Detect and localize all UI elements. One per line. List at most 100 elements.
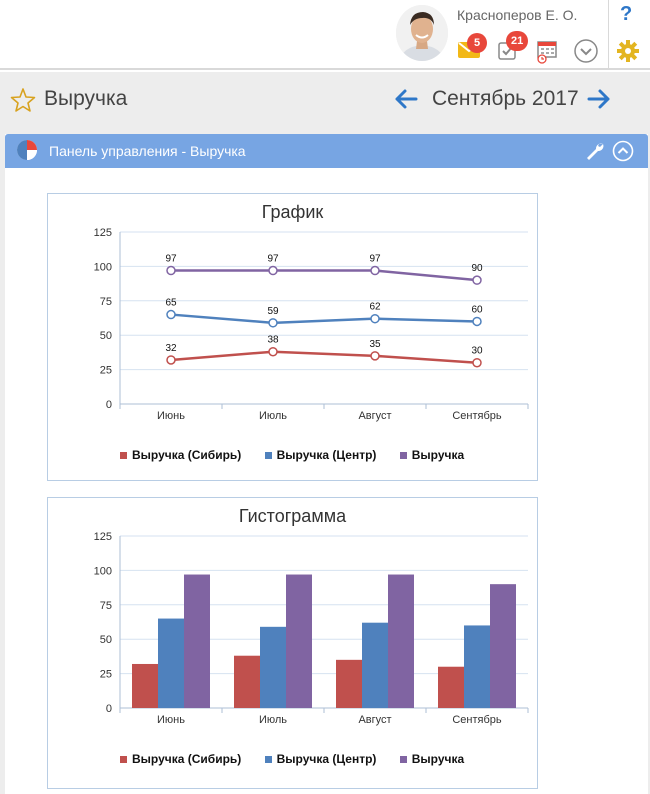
bar — [234, 655, 260, 708]
data-point — [268, 265, 278, 276]
data-label: 35 — [369, 339, 381, 350]
legend-swatch-series1 — [120, 756, 127, 764]
data-label: 62 — [369, 302, 381, 313]
series-line — [171, 269, 478, 282]
line-chart: График 0 25 50 75 100 125 Июнь Июль Август Сентяб… — [47, 193, 538, 481]
legend-item: Выручка (Центр) — [264, 752, 377, 766]
data-point — [268, 318, 278, 328]
bar-chart-plot: 0 25 50 75 100 125 Июнь Июль Август Сентябрь — [94, 531, 529, 726]
x-tick-label: Сентябрь — [452, 410, 502, 422]
legend-item: Выручка — [399, 448, 465, 462]
bar — [336, 659, 362, 708]
panel-header: Панель управления - Выручка — [5, 134, 648, 168]
bar — [286, 574, 312, 708]
x-tick-label: Сентябрь — [452, 714, 502, 726]
collapse-icon[interactable] — [612, 140, 634, 167]
data-label: 90 — [471, 263, 483, 274]
data-label: 97 — [267, 254, 279, 265]
data-point — [472, 357, 482, 368]
data-label: 32 — [165, 343, 177, 354]
data-label: 97 — [369, 254, 381, 265]
legend-item: Выручка (Сибирь) — [120, 752, 241, 766]
data-point — [166, 265, 176, 276]
panel-title: Панель управления - Выручка — [49, 143, 246, 159]
bar — [464, 625, 490, 708]
y-tick-label: 125 — [94, 227, 112, 239]
legend-label: Выручка (Центр) — [276, 752, 377, 766]
x-tick-label: Июнь — [157, 410, 185, 422]
legend-label: Выручка (Сибирь) — [132, 752, 242, 766]
legend-swatch-series3 — [399, 452, 407, 460]
bar — [362, 622, 388, 708]
legend-swatch-series1 — [120, 452, 127, 460]
toolbar-divider — [608, 0, 609, 70]
data-label: 30 — [471, 346, 483, 357]
avatar[interactable] — [396, 5, 448, 61]
bar-chart: Гистограмма 0 25 50 75 100 125 Июнь Июль Август С… — [47, 497, 538, 789]
bar — [184, 574, 210, 708]
help-icon[interactable]: ? — [620, 3, 633, 25]
wrench-icon[interactable] — [584, 140, 606, 167]
x-tick-label: Август — [358, 714, 391, 726]
bar-chart-legend: Выручка (Сибирь) Выручка (Центр) Выручка — [120, 752, 484, 766]
calendar-icon[interactable] — [535, 40, 559, 69]
y-tick-label: 100 — [94, 261, 112, 273]
data-label: 65 — [165, 298, 177, 309]
pie-chart-icon — [16, 139, 38, 166]
x-tick-label: Июль — [259, 714, 287, 726]
arrow-right-icon[interactable] — [586, 86, 612, 117]
bar-chart-title: Гистограмма — [238, 506, 347, 526]
dropdown-icon[interactable] — [573, 38, 599, 69]
bar — [132, 663, 158, 708]
period-label: Сентябрь 2017 — [432, 87, 579, 110]
dashboard-panel: Панель управления - Выручка График 0 25 50… — [5, 134, 648, 794]
bar — [438, 666, 464, 708]
data-label: 97 — [165, 254, 177, 265]
bar — [490, 584, 516, 708]
y-tick-label: 0 — [106, 703, 112, 715]
legend-swatch-series2 — [264, 756, 272, 764]
y-tick-label: 0 — [106, 399, 112, 411]
settings-icon[interactable] — [616, 39, 640, 68]
series-line — [170, 350, 478, 364]
y-tick-label: 50 — [100, 330, 112, 342]
legend-item: Выручка (Сибирь) — [120, 448, 241, 462]
data-point — [472, 275, 482, 285]
x-tick-label: Июль — [259, 410, 287, 422]
legend-label: Выручка (Центр) — [276, 448, 377, 462]
x-tick-label: Август — [358, 410, 391, 422]
legend-label: Выручка — [411, 448, 465, 462]
line-chart-plot: 0 25 50 75 100 125 Июнь Июль Август Сентябрь 32 38 3… — [94, 227, 529, 422]
y-tick-label: 75 — [100, 600, 112, 612]
data-label: 60 — [471, 304, 483, 315]
y-tick-label: 75 — [100, 296, 112, 308]
line-chart-title: График — [261, 202, 324, 222]
data-label: 59 — [267, 306, 279, 317]
data-point — [268, 346, 278, 357]
data-point — [370, 313, 380, 324]
y-tick-label: 100 — [94, 565, 112, 577]
legend-item: Выручка (Центр) — [264, 448, 377, 462]
y-tick-label: 25 — [100, 365, 112, 377]
legend-label: Выручка — [411, 752, 465, 766]
y-tick-label: 25 — [100, 669, 112, 681]
data-label: 38 — [267, 335, 279, 346]
data-point — [166, 309, 176, 320]
legend-label: Выручка (Сибирь) — [132, 448, 242, 462]
series-line — [170, 313, 478, 325]
data-point — [370, 265, 380, 276]
legend-swatch-series2 — [264, 452, 272, 460]
page-title: Выручка — [44, 87, 128, 110]
data-point — [370, 351, 380, 361]
data-point — [472, 316, 482, 327]
user-name[interactable]: Красноперов Е. О. — [457, 7, 578, 23]
y-tick-label: 125 — [94, 531, 112, 543]
page-header: Выручка Сентябрь 2017 — [0, 72, 650, 132]
bar — [388, 574, 414, 708]
legend-swatch-series3 — [399, 756, 407, 764]
tasks-count-badge: 21 — [506, 31, 529, 51]
star-icon[interactable] — [10, 87, 36, 118]
data-point — [166, 355, 176, 365]
arrow-left-icon[interactable] — [393, 86, 419, 117]
top-bar: Красноперов Е. О. 5 21 ? — [0, 0, 650, 70]
